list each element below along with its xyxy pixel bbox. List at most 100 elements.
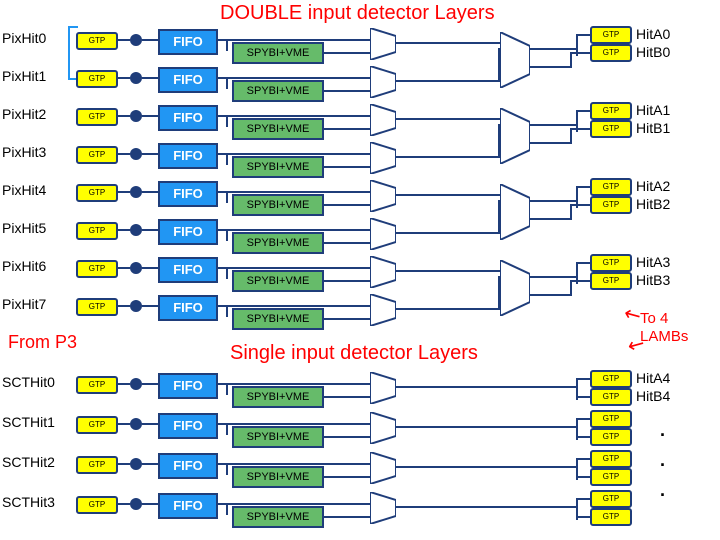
input-label: PixHit3 (2, 144, 46, 160)
mux-icon (370, 104, 396, 141)
gtp-input: GTP (76, 456, 118, 474)
fifo-block: FIFO (158, 257, 218, 283)
gtp-input: GTP (76, 184, 118, 202)
gtp-output: GTP (590, 508, 632, 526)
spybi-block: SPYBI+VME (232, 426, 324, 448)
double-row: PixHit3 GTP FIFO SPYBI+VME (0, 138, 720, 176)
single-row: SCTHit2 GTP FIFO SPYBI+VME GTP GTP (0, 448, 720, 486)
mux-icon (370, 492, 396, 529)
node-circle (130, 300, 142, 312)
gtp-output: GTP (590, 254, 632, 272)
gtp-input: GTP (76, 260, 118, 278)
input-label: PixHit2 (2, 106, 46, 122)
input-label: PixHit5 (2, 220, 46, 236)
title-single: Single input detector Layers (230, 342, 478, 365)
mux-icon (370, 372, 396, 409)
gtp-output: GTP (590, 102, 632, 120)
mux-icon (370, 256, 396, 293)
fifo-block: FIFO (158, 105, 218, 131)
gtp-input: GTP (76, 32, 118, 50)
gtp-output: GTP (590, 388, 632, 406)
gtp-input: GTP (76, 108, 118, 126)
single-row: SCTHit0 GTP FIFO SPYBI+VME GTP GTP HitA4… (0, 368, 720, 406)
from-p3-label: From P3 (8, 332, 77, 353)
mux-icon (370, 180, 396, 217)
mux-icon (370, 28, 396, 65)
gtp-input: GTP (76, 496, 118, 514)
input-label: SCTHit2 (2, 454, 55, 470)
node-circle (130, 498, 142, 510)
gtp-output: GTP (590, 272, 632, 290)
fifo-block: FIFO (158, 219, 218, 245)
output-label-a: HitA1 (636, 102, 670, 118)
node-circle (130, 148, 142, 160)
dot: . (660, 480, 665, 501)
input-label: PixHit0 (2, 30, 46, 46)
node-circle (130, 224, 142, 236)
fifo-block: FIFO (158, 295, 218, 321)
spybi-block: SPYBI+VME (232, 232, 324, 254)
mux-icon (370, 452, 396, 489)
input-label: PixHit4 (2, 182, 46, 198)
fifo-block: FIFO (158, 29, 218, 55)
fifo-block: FIFO (158, 373, 218, 399)
dot: . (660, 420, 665, 441)
spybi-block: SPYBI+VME (232, 308, 324, 330)
gtp-input: GTP (76, 298, 118, 316)
output-label-b: HitB3 (636, 272, 670, 288)
fifo-block: FIFO (158, 493, 218, 519)
gtp-output: GTP (590, 196, 632, 214)
input-label: SCTHit1 (2, 414, 55, 430)
output-label-b: HitB2 (636, 196, 670, 212)
spybi-block: SPYBI+VME (232, 42, 324, 64)
fifo-block: FIFO (158, 143, 218, 169)
spybi-block: SPYBI+VME (232, 118, 324, 140)
gtp-output: GTP (590, 468, 632, 486)
input-label: PixHit7 (2, 296, 46, 312)
double-row: PixHit0 GTP FIFO SPYBI+VME HitA0 HitB0 G… (0, 24, 720, 62)
node-circle (130, 110, 142, 122)
gtp-output: GTP (590, 44, 632, 62)
mux-icon (370, 142, 396, 179)
fifo-block: FIFO (158, 181, 218, 207)
spybi-block: SPYBI+VME (232, 270, 324, 292)
output-label-a: HitA4 (636, 370, 670, 386)
gtp-output: GTP (590, 178, 632, 196)
input-label: SCTHit3 (2, 494, 55, 510)
node-circle (130, 378, 142, 390)
gtp-input: GTP (76, 416, 118, 434)
output-label-b: HitB4 (636, 388, 670, 404)
input-label: PixHit1 (2, 68, 46, 84)
gtp-input: GTP (76, 376, 118, 394)
spybi-block: SPYBI+VME (232, 156, 324, 178)
dot: . (660, 450, 665, 471)
gtp-output: GTP (590, 490, 632, 508)
double-row: PixHit1 GTP FIFO SPYBI+VME (0, 62, 720, 100)
node-circle (130, 186, 142, 198)
input-label: PixHit6 (2, 258, 46, 274)
mux-icon (370, 412, 396, 449)
spybi-block: SPYBI+VME (232, 506, 324, 528)
single-row: SCTHit1 GTP FIFO SPYBI+VME GTP GTP (0, 408, 720, 446)
spybi-block: SPYBI+VME (232, 386, 324, 408)
double-row: PixHit7 GTP FIFO SPYBI+VME (0, 290, 720, 328)
gtp-input: GTP (76, 70, 118, 88)
single-row: SCTHit3 GTP FIFO SPYBI+VME GTP GTP (0, 488, 720, 526)
spybi-block: SPYBI+VME (232, 80, 324, 102)
gtp-output: GTP (590, 450, 632, 468)
title-double: DOUBLE input detector Layers (220, 2, 495, 25)
output-label-a: HitA0 (636, 26, 670, 42)
output-label-b: HitB0 (636, 44, 670, 60)
gtp-output: GTP (590, 26, 632, 44)
gtp-input: GTP (76, 146, 118, 164)
input-label: SCTHit0 (2, 374, 55, 390)
node-circle (130, 418, 142, 430)
node-circle (130, 458, 142, 470)
fifo-block: FIFO (158, 413, 218, 439)
mux-icon (370, 294, 396, 331)
gtp-output: GTP (590, 370, 632, 388)
double-row: PixHit5 GTP FIFO SPYBI+VME (0, 214, 720, 252)
gtp-input: GTP (76, 222, 118, 240)
gtp-output: GTP (590, 410, 632, 428)
node-circle (130, 34, 142, 46)
